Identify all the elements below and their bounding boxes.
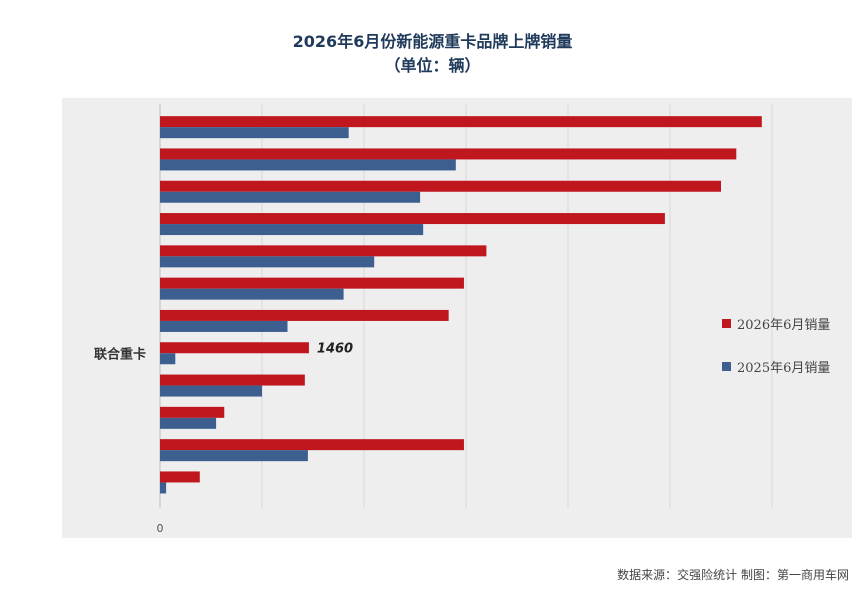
- bar-2025-11: [160, 482, 167, 494]
- bar-2025-3: [160, 224, 424, 236]
- bar-2026-10: [160, 439, 464, 451]
- chart-subtitle: （单位：辆）: [384, 56, 481, 75]
- bar-2025-5: [160, 288, 344, 300]
- bar-2025-1: [160, 159, 456, 171]
- chart-title: 2026年6月份新能源重卡品牌上牌销量: [292, 32, 573, 51]
- bar-2025-9: [160, 417, 217, 429]
- x-tick-label-0: 0: [157, 522, 164, 535]
- legend-swatch-2026: [722, 319, 731, 328]
- bar-2026-0: [160, 116, 762, 128]
- bar-2025-0: [160, 127, 349, 139]
- bar-2025-8: [160, 385, 262, 397]
- bar-2026-2: [160, 180, 721, 192]
- data-label-2026-7: 1460: [317, 341, 353, 356]
- bar-2025-7: [160, 353, 176, 365]
- bar-2026-8: [160, 374, 305, 386]
- bar-2025-6: [160, 320, 288, 332]
- bar-2026-7: [160, 342, 309, 354]
- bar-2026-6: [160, 309, 449, 321]
- legend-item-2025: 2025年6月销量: [722, 357, 830, 376]
- bar-2026-11: [160, 471, 200, 483]
- bar-2026-9: [160, 406, 225, 418]
- data-source-note: 数据来源：交强险统计 制图：第一商用车网: [617, 568, 849, 582]
- bar-2025-4: [160, 256, 375, 268]
- bar-2026-5: [160, 277, 464, 289]
- bar-2026-1: [160, 148, 737, 160]
- bar-2025-10: [160, 450, 308, 462]
- chart-title-block: 2026年6月份新能源重卡品牌上牌销量 （单位：辆）: [0, 30, 865, 78]
- legend-label-2025: 2025年6月销量: [737, 361, 831, 376]
- legend-item-2026: 2026年6月销量: [722, 314, 830, 333]
- bar-2025-2: [160, 191, 421, 203]
- bar-2026-4: [160, 245, 487, 257]
- category-label-7: 联合重卡: [94, 346, 146, 362]
- legend-swatch-2025: [722, 362, 731, 371]
- legend-label-2026: 2026年6月销量: [737, 318, 831, 333]
- bar-2026-3: [160, 213, 665, 225]
